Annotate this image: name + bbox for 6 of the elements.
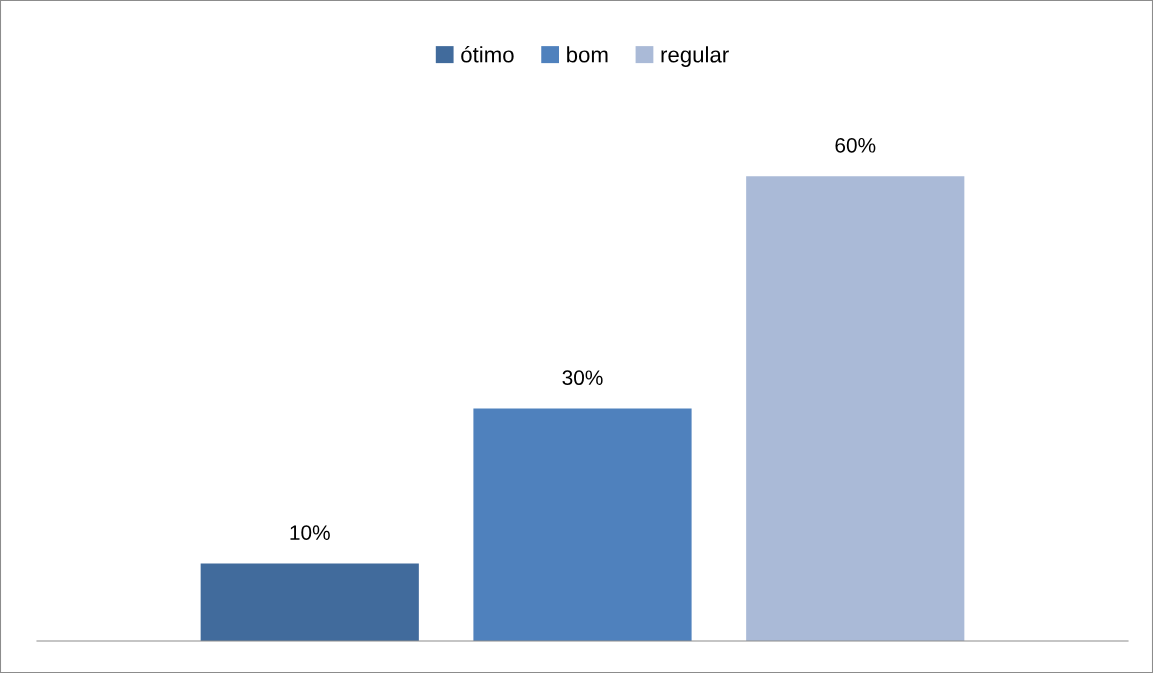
- legend-label: bom: [567, 46, 608, 63]
- data-label: 10%: [290, 525, 330, 540]
- legend-label: ótimo: [461, 45, 514, 63]
- data-label: 30%: [562, 370, 603, 386]
- legend-label: regular: [661, 46, 729, 67]
- data-label: 60%: [835, 137, 876, 153]
